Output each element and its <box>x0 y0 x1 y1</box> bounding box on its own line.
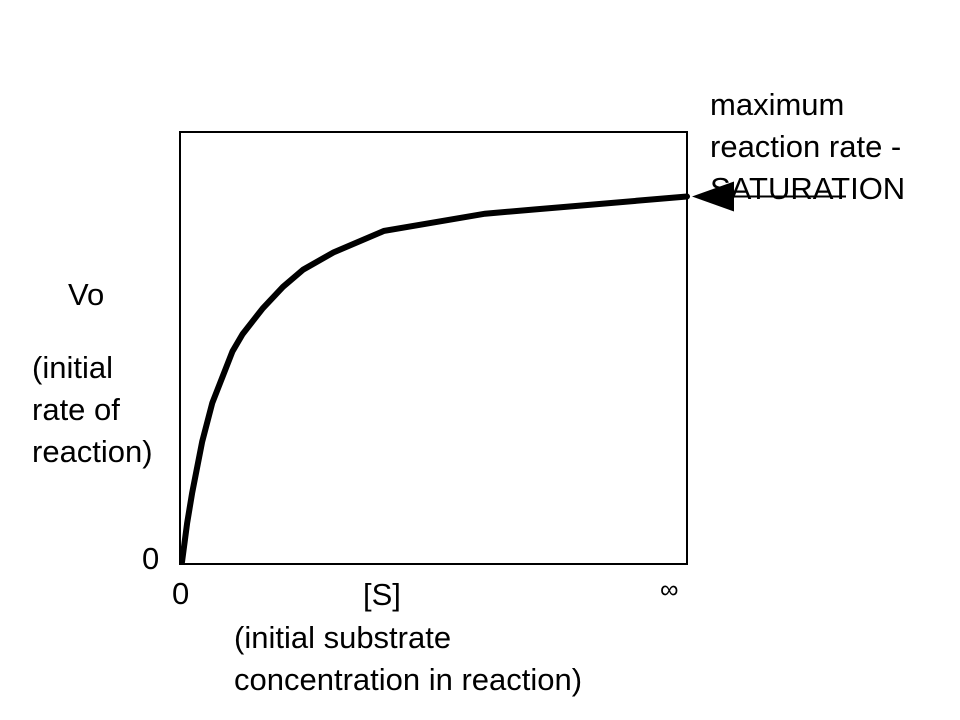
curve-layer <box>179 193 690 565</box>
saturation-curve <box>179 193 690 565</box>
x-axis-note-line-1: (initial substrate <box>234 620 451 655</box>
x-tick-infinity: ∞ <box>660 574 679 604</box>
y-tick-zero: 0 <box>142 541 159 576</box>
annotation-line-1: maximum <box>710 87 844 122</box>
arrow-head <box>692 181 734 212</box>
y-axis-note-line-2: rate of <box>32 392 120 427</box>
annotation-line-3: SATURATION <box>710 171 905 206</box>
y-axis-note-line-1: (initial <box>32 350 113 385</box>
plot-frame <box>179 131 688 565</box>
annotation-line-2: reaction rate - <box>710 129 901 164</box>
x-axis-note-line-2: concentration in reaction) <box>234 662 582 697</box>
y-axis-note-line-3: reaction) <box>32 434 153 469</box>
x-axis-label: [S] <box>363 577 401 612</box>
annotation-arrow <box>692 181 846 212</box>
x-tick-zero: 0 <box>172 576 189 611</box>
y-axis-label: Vo <box>68 277 104 312</box>
